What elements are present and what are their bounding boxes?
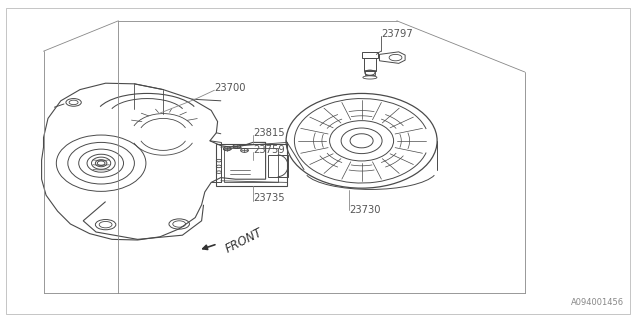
Text: FRONT: FRONT xyxy=(223,227,264,256)
Text: 23815: 23815 xyxy=(253,128,284,138)
Bar xyxy=(224,148,278,182)
Text: 23759: 23759 xyxy=(253,145,285,156)
Bar xyxy=(364,58,376,71)
Text: 23730: 23730 xyxy=(349,204,380,215)
Text: 23797: 23797 xyxy=(381,28,413,39)
Text: 23735: 23735 xyxy=(253,193,284,204)
Bar xyxy=(268,155,288,177)
Bar xyxy=(362,52,378,58)
Text: A094001456: A094001456 xyxy=(571,298,624,307)
Bar xyxy=(365,70,375,75)
Bar xyxy=(216,144,287,186)
Text: 23700: 23700 xyxy=(214,83,246,93)
